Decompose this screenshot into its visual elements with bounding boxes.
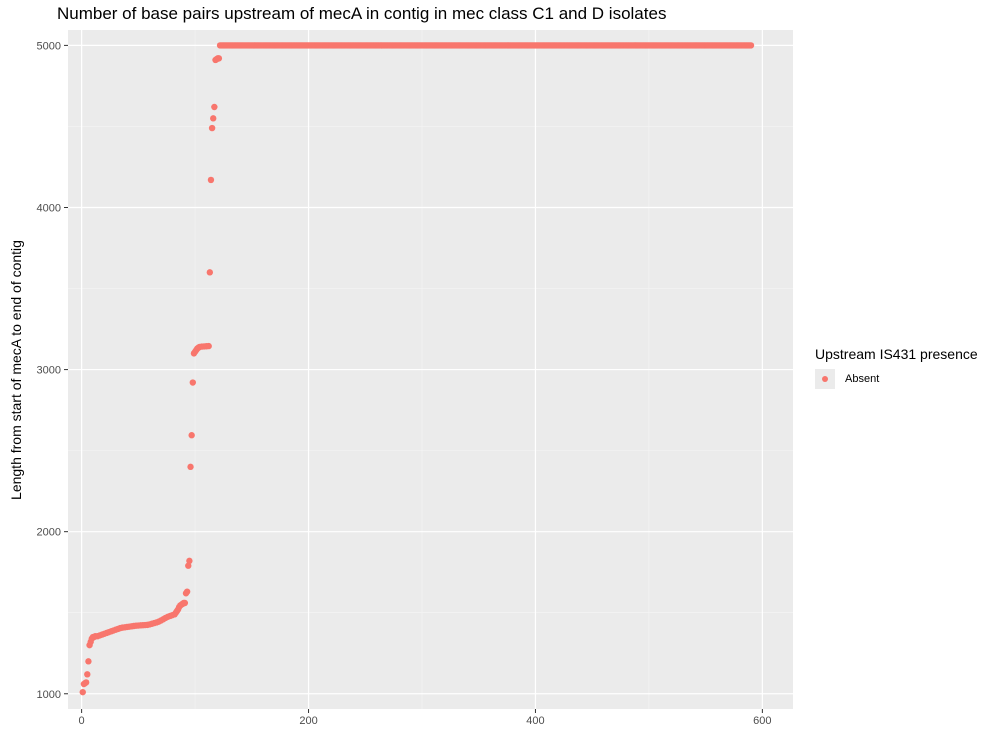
data-point — [185, 562, 192, 569]
legend: Upstream IS431 presence Absent — [815, 346, 978, 389]
data-point — [85, 658, 92, 665]
legend-title: Upstream IS431 presence — [815, 346, 978, 362]
legend-dot-icon — [822, 376, 828, 382]
data-point — [186, 557, 193, 565]
x-tick-label: 600 — [753, 715, 771, 727]
data-point — [183, 588, 191, 595]
data-point — [189, 379, 197, 386]
data-point — [84, 671, 91, 678]
data-point — [79, 688, 86, 696]
data-point — [205, 342, 212, 350]
y-tick-label: 2000 — [37, 527, 61, 539]
data-point — [82, 679, 90, 686]
x-tick-label: 400 — [526, 715, 544, 727]
data-point — [215, 55, 223, 62]
x-tick-label: 0 — [79, 715, 85, 727]
data-point — [187, 463, 194, 471]
data-point — [181, 599, 189, 607]
data-point — [210, 115, 217, 122]
data-point — [208, 124, 216, 132]
data-point — [206, 269, 214, 276]
data-point — [747, 42, 755, 49]
legend-label: Absent — [845, 373, 880, 385]
data-point — [188, 432, 195, 439]
data-point — [211, 103, 218, 111]
y-tick-label: 4000 — [37, 202, 61, 214]
y-tick-label: 1000 — [37, 689, 61, 701]
data-point — [207, 176, 215, 184]
x-tick-label: 200 — [299, 715, 317, 727]
y-tick-label: 3000 — [37, 365, 61, 377]
chart-title: Number of base pairs upstream of mecA in… — [57, 4, 667, 23]
legend-entry-absent: Absent — [815, 369, 978, 389]
y-tick-label: 5000 — [37, 40, 61, 52]
legend-key — [815, 369, 835, 389]
